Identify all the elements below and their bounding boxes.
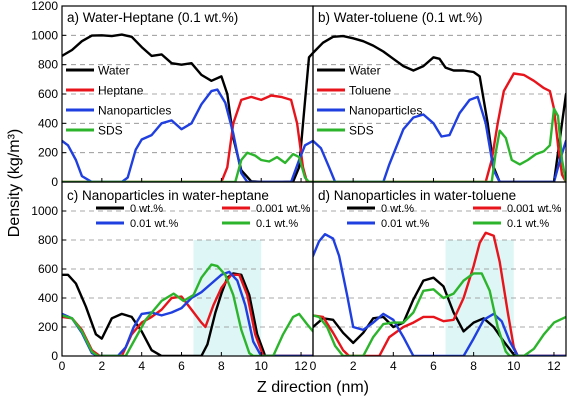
y-tick-label: 600	[38, 87, 58, 101]
panel-a: a) Water-Heptane (0.1 wt.%) Water Heptane N…	[61, 5, 314, 183]
x-tick-label: 0	[59, 359, 66, 373]
legend-entry: 0 wt.%	[381, 203, 414, 215]
y-tick-label: 200	[38, 146, 58, 160]
x-tick-label: 6	[178, 359, 185, 373]
series-line	[62, 263, 313, 356]
series-line	[313, 233, 566, 356]
series-line	[313, 95, 566, 182]
x-tick-label: 8	[470, 359, 477, 373]
y-tick-label: 1000	[31, 28, 58, 42]
series-line	[62, 94, 313, 182]
legend-entry: SDS	[349, 124, 374, 138]
y-tick-label: 1200	[31, 0, 58, 13]
panel-title: c) Nanoparticles in water-heptane	[67, 188, 269, 203]
y-tick-label: 0	[51, 349, 58, 363]
series-group	[313, 34, 566, 182]
series-line	[62, 272, 313, 356]
legend-entry: Water	[98, 64, 130, 78]
y-axis-title: Density (kg/m³)	[6, 129, 23, 237]
y-tick-label: 400	[38, 291, 58, 305]
legend-entry: SDS	[98, 124, 123, 138]
x-tick-label: 12	[547, 359, 561, 373]
legend-entry: Heptane	[98, 84, 144, 98]
series-group	[313, 231, 566, 356]
y-tick-label: 800	[38, 58, 58, 72]
panel-frame	[312, 181, 567, 357]
x-tick-label: 10	[255, 359, 269, 373]
legend-entry: 0.01 wt.%	[130, 218, 179, 230]
x-tick-label: 0	[310, 359, 317, 373]
x-tick-label: 2	[350, 359, 357, 373]
legend-entry: Nanoparticles	[349, 104, 422, 118]
series-line	[313, 276, 566, 356]
series-line	[313, 231, 566, 356]
series-line	[62, 151, 313, 182]
series-line	[62, 270, 313, 356]
y-tick-label: 800	[38, 233, 58, 247]
legend-entry: 0.1 wt.%	[507, 218, 549, 230]
legend-entry: Toluene	[349, 84, 391, 98]
legend-entry: Nanoparticles	[98, 104, 171, 118]
y-tick-label: 200	[38, 320, 58, 334]
panel-b: b) Water-toluene (0.1 wt.%) Water Toluene N…	[312, 5, 567, 183]
series-line	[62, 273, 313, 356]
x-tick-label: 2	[98, 359, 105, 373]
legend-entry: Water	[349, 64, 381, 78]
panel-title: b) Water-toluene (0.1 wt.%)	[318, 10, 483, 25]
chart-panels: a) Water-Heptane (0.1 wt.%) Water Heptane N…	[31, 0, 567, 373]
x-tick-label: 10	[507, 359, 521, 373]
series-line	[313, 272, 566, 356]
series-line	[313, 107, 566, 182]
legend-entry: 0.1 wt.%	[256, 218, 298, 230]
x-tick-label: 6	[430, 359, 437, 373]
legend-entry: 0.001 wt.%	[507, 203, 562, 215]
y-tick-label: 1000	[31, 204, 58, 218]
panel-title: d) Nanoparticles in water-toluene	[318, 188, 516, 203]
x-tick-label: 4	[390, 359, 397, 373]
x-tick-label: 8	[218, 359, 225, 373]
series-line	[313, 72, 566, 182]
y-tick-label: 600	[38, 262, 58, 276]
legend-entry: 0 wt.%	[130, 203, 163, 215]
series-group	[62, 263, 313, 356]
y-tick-label: 400	[38, 116, 58, 130]
y-tick-label: 0	[51, 175, 58, 189]
panel-title: a) Water-Heptane (0.1 wt.%)	[67, 10, 238, 25]
x-axis-title: Z direction (nm)	[257, 379, 369, 396]
series-line	[62, 88, 313, 182]
x-tick-label: 12	[294, 359, 308, 373]
x-tick-label: 4	[138, 359, 145, 373]
legend-entry: 0.01 wt.%	[381, 218, 430, 230]
legend-entry: 0.001 wt.%	[256, 203, 311, 215]
